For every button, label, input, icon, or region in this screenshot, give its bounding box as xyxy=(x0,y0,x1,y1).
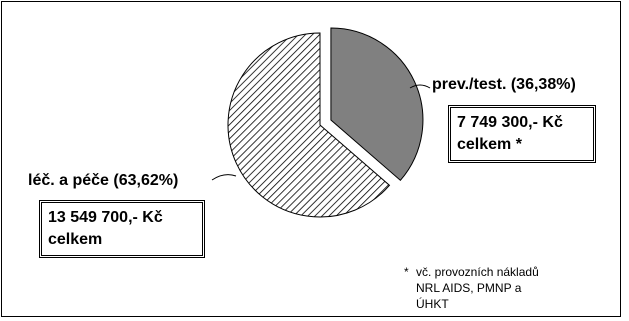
footnote-marker: * xyxy=(404,265,409,279)
slice-label-treatment: léč. a péče (63,62%) xyxy=(28,172,179,189)
pie-slice-1 xyxy=(227,32,391,218)
slice-label-prevention: prev./test. (36,38%) xyxy=(432,76,576,93)
footnote-line-3: ÚHKT xyxy=(416,297,449,311)
footnote-line-2: NRL AIDS, PMNP a xyxy=(416,281,522,295)
footnote-line-1: vč. provozních nákladů xyxy=(416,265,539,279)
total-caption-prevention: celkem * xyxy=(457,136,522,153)
total-amount-treatment: 13 549 700,- Kč xyxy=(48,209,163,226)
total-amount-prevention: 7 749 300,- Kč xyxy=(457,114,563,131)
leader-line-treatment xyxy=(211,174,237,181)
total-box-treatment: 13 549 700,- Kč celkem xyxy=(39,200,205,258)
footnote: * vč. provozních nákladů NRL AIDS, PMNP … xyxy=(404,264,539,312)
leader-line-prevention xyxy=(409,84,431,89)
total-box-prevention: 7 749 300,- Kč celkem * xyxy=(448,105,596,163)
pie-slice-0 xyxy=(330,27,424,182)
chart-frame xyxy=(1,1,621,317)
total-caption-treatment: celkem xyxy=(48,231,103,248)
